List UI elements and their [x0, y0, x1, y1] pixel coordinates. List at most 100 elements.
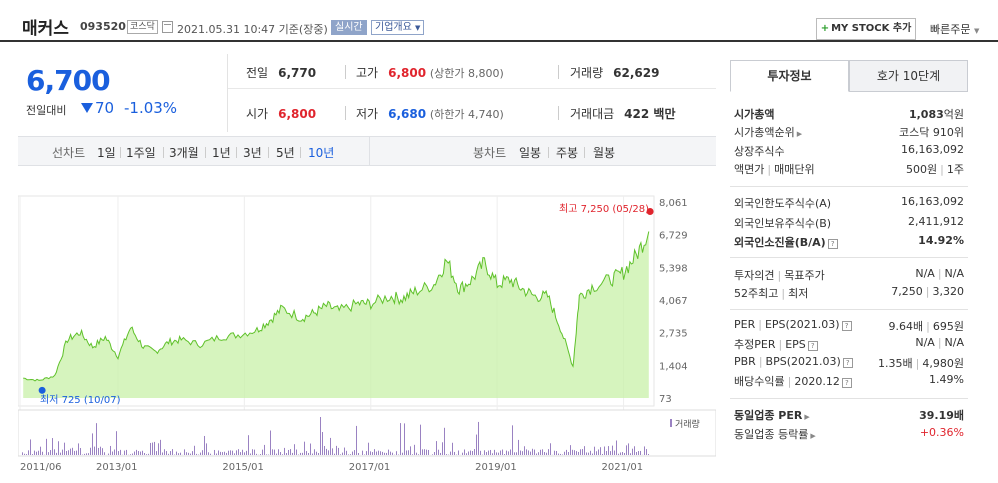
add-mystock-button[interactable]: + MY STOCK 추가: [816, 18, 916, 40]
volume-bar: [614, 450, 615, 455]
volume-bar: [144, 452, 145, 455]
volume-bar: [452, 442, 453, 455]
tab-hoga-10[interactable]: 호가 10단계: [849, 60, 968, 92]
volume-frame: [17, 409, 717, 457]
volume-bar: [368, 442, 369, 455]
tab-3year[interactable]: 3년: [243, 146, 262, 160]
volume-bar: [496, 452, 497, 455]
help-icon[interactable]: ?: [841, 378, 852, 388]
volume-bar: [564, 451, 565, 455]
foreign-exhaustion-row: 외국인소진율(B/A)? 14.92%: [734, 234, 964, 249]
volume-bar: [132, 453, 133, 455]
volume-bar: [438, 449, 439, 455]
volume-bar: [126, 449, 127, 455]
volume-bar: [528, 450, 529, 455]
chevron-right-icon: ▶: [804, 413, 810, 421]
prev-close: 전일 6,770: [246, 66, 317, 80]
volume-bar: [256, 453, 257, 455]
volume-bar: [428, 449, 429, 455]
tab-1day[interactable]: 1일: [97, 146, 116, 160]
volume-bar: [466, 453, 467, 455]
help-icon[interactable]: ?: [841, 321, 852, 331]
y-tick-label: 1,404: [659, 361, 688, 372]
x-tick-label: 2015/01: [222, 462, 264, 473]
volume-bar: [242, 449, 243, 455]
tab-1year[interactable]: 1년: [212, 146, 231, 160]
volume-bar: [300, 452, 301, 455]
volume-bar: [346, 450, 347, 455]
open-price: 시가 6,800: [246, 107, 317, 121]
volume-bar: [236, 450, 237, 455]
volume-bar: [52, 438, 53, 455]
volume-bar: [384, 452, 385, 455]
volume-bar: [150, 442, 151, 455]
volume-bar: [104, 452, 105, 455]
volume-bar: [192, 451, 193, 455]
price-change-rate: -1.03%: [124, 99, 178, 117]
tab-investment-info[interactable]: 투자정보: [730, 60, 849, 92]
volume-bar: [138, 450, 139, 455]
tab-monthly-candle[interactable]: 월봉: [593, 146, 616, 160]
help-icon[interactable]: ?: [807, 341, 818, 351]
change-label: 전일대비: [26, 104, 67, 117]
tab-1week[interactable]: 1주일: [126, 146, 156, 160]
divider: [558, 106, 559, 120]
volume-bar: [500, 450, 501, 455]
volume-bar: [636, 452, 637, 455]
volume-bar: [354, 450, 355, 455]
dividend-row: 배당수익률 | 2020.12? 1.49%: [734, 373, 964, 388]
volume-bar: [224, 451, 225, 455]
quick-order-dropdown[interactable]: 빠른주문 ▼: [930, 21, 979, 37]
volume-bar: [166, 451, 167, 455]
volume-bar: [356, 425, 357, 455]
sector-rate-row[interactable]: 동일업종 등락률 ▶ +0.36%: [734, 426, 964, 441]
volume-bar: [204, 435, 205, 455]
realtime-button[interactable]: 실시간: [331, 20, 367, 35]
volume-bar: [624, 452, 625, 455]
market-cap-rank-row[interactable]: 시가총액순위 ▶ 코스닥 910위: [734, 126, 964, 139]
volume-bar: [418, 454, 419, 455]
help-icon[interactable]: ?: [827, 239, 838, 249]
y-tick-label: 73: [659, 394, 672, 405]
volume-bar: [546, 452, 547, 455]
volume-bar: [136, 449, 137, 455]
volume-bar: [556, 450, 557, 455]
tab-5year[interactable]: 5년: [276, 146, 295, 160]
tab-daily-candle[interactable]: 일봉: [519, 146, 542, 160]
tab-weekly-candle[interactable]: 주봉: [556, 146, 579, 160]
chevron-right-icon: ▶: [796, 130, 803, 138]
volume-bar: [378, 450, 379, 455]
volume-bar: [96, 423, 97, 455]
volume-bar: [326, 448, 327, 455]
volume-bar: [140, 451, 141, 455]
volume-bar: [40, 446, 41, 455]
tab-3month[interactable]: 3개월: [169, 146, 199, 160]
volume-bar: [194, 445, 195, 455]
volume-bar: [90, 447, 91, 455]
chevron-down-icon: ▼: [973, 27, 980, 35]
volume-bar: [320, 417, 321, 455]
volume-bar: [290, 449, 291, 455]
listed-shares-row: 상장주식수 16,163,092: [734, 143, 964, 158]
price-line: [23, 231, 650, 382]
volume-bar: [170, 451, 171, 455]
volume-bar: [454, 451, 455, 455]
tab-10year[interactable]: 10년: [308, 146, 335, 160]
volume-bar: [252, 449, 253, 455]
volume-bar: [632, 448, 633, 455]
52week-row: 52주최고 | 최저 7,250 | 3,320: [734, 285, 964, 300]
volume-bar: [324, 445, 325, 455]
company-overview-dropdown[interactable]: 기업개요 ▼: [371, 20, 425, 35]
volume-bar: [406, 450, 407, 455]
help-icon[interactable]: ?: [842, 358, 853, 368]
volume-bar: [488, 450, 489, 455]
market-badge: 코스닥: [127, 20, 158, 34]
divider: [345, 65, 346, 79]
volume-bar: [588, 452, 589, 455]
volume-bar: [114, 449, 115, 455]
volume-bar: [276, 453, 277, 455]
volume-bar: [486, 452, 487, 455]
volume-bar: [102, 448, 103, 455]
volume-bar: [590, 450, 591, 455]
sector-per-row[interactable]: 동일업종 PER ▶ 39.19배: [734, 409, 964, 422]
